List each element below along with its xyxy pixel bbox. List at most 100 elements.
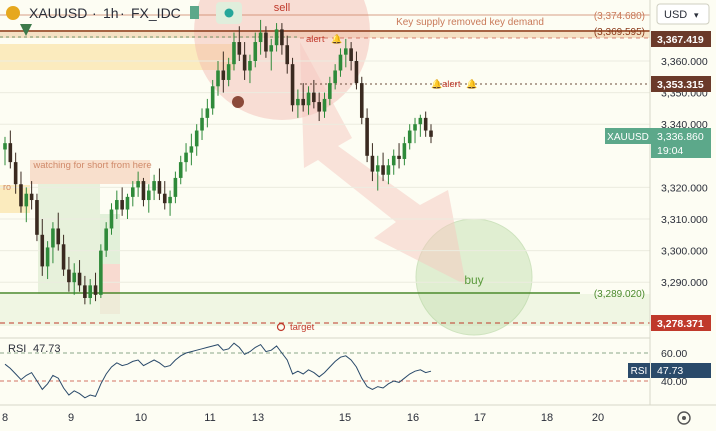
candle-body <box>333 70 337 84</box>
rsi-value: 47.73 <box>33 343 61 355</box>
candle-body <box>269 45 274 52</box>
time-tick-label: 10 <box>135 412 147 424</box>
candle-body <box>146 190 151 201</box>
alert-bell-icon-1: 🔔 <box>331 34 342 44</box>
sell-label: sell <box>274 2 291 14</box>
alert-label-2: alert <box>442 79 461 90</box>
rsi-tick-40: 40.00 <box>661 376 687 388</box>
symbol-header[interactable]: XAUUSD · 1h · FX_IDC <box>6 2 242 36</box>
alert-bell-icon-2: 🔔 <box>431 79 442 89</box>
candle-body <box>152 181 156 191</box>
candle-body <box>210 86 215 109</box>
target-icon <box>276 322 286 332</box>
rsi-panel: RSI 47.73 <box>0 337 650 399</box>
candle-body <box>349 48 353 61</box>
candle-body <box>40 234 45 267</box>
candle-body <box>375 165 380 172</box>
candle-body <box>205 108 210 118</box>
rsi-badge-value: 47.73 <box>657 365 683 377</box>
candle-body <box>274 29 279 46</box>
grid-layer <box>0 60 650 283</box>
candle-body <box>88 285 92 298</box>
candle-body <box>232 42 236 65</box>
candle-body <box>290 64 295 106</box>
candle-body <box>56 228 61 245</box>
time-tick-label: 17 <box>474 412 486 424</box>
price-badge <box>651 315 711 331</box>
symbol-name: XAUUSD <box>29 5 87 21</box>
candle-body <box>280 29 284 46</box>
alert-bell-icon-3: 🔔 <box>466 79 477 89</box>
long-zone-2 <box>100 214 120 264</box>
gear-icon <box>677 411 691 425</box>
candle-body <box>51 228 55 248</box>
time-tick-label: 15 <box>339 412 351 424</box>
currency-dropdown[interactable] <box>656 3 710 25</box>
supply-zone-top <box>0 30 650 38</box>
target-label: target <box>290 322 315 333</box>
candle-body <box>45 247 50 267</box>
candle-body <box>381 165 385 175</box>
candle-body <box>253 42 258 61</box>
exchange-label: FX_IDC <box>131 5 181 21</box>
price-axis[interactable]: USD ▾ <box>649 0 716 431</box>
candle-body <box>184 152 188 163</box>
candle-body <box>413 124 417 131</box>
candle-body <box>125 196 130 210</box>
time-axis[interactable]: 8 9 10 11 13 15 16 17 18 20 <box>0 404 716 424</box>
candle-body <box>194 130 199 147</box>
supply-zone-yellow <box>0 44 235 70</box>
candle-body <box>386 165 391 175</box>
candle-body <box>264 32 268 52</box>
live-dot-icon <box>224 8 234 18</box>
price-tick-label: 3,360.000 <box>661 56 708 68</box>
candle-body <box>131 187 135 197</box>
candle-body <box>221 70 226 80</box>
candle-body <box>162 193 167 204</box>
candle-body <box>3 143 7 150</box>
separator-2: · <box>120 5 125 21</box>
candles-layer <box>3 19 433 305</box>
flag-icon[interactable] <box>190 6 199 19</box>
candle-body <box>120 200 124 210</box>
candle-body <box>141 181 146 201</box>
time-tick-label: 9 <box>68 412 74 424</box>
candle-body <box>338 54 343 71</box>
candle-body <box>359 83 364 118</box>
candle-body <box>258 32 263 43</box>
candle-body <box>344 48 348 55</box>
time-tick-label: 11 <box>204 412 215 424</box>
rsi-line <box>4 342 432 399</box>
time-tick-label: 18 <box>541 412 553 424</box>
rsi-value-badge <box>651 363 711 378</box>
candle-body <box>312 92 316 103</box>
candle-body <box>115 200 119 210</box>
time-tick-label: 16 <box>407 412 419 424</box>
time-tick-label: 20 <box>592 412 604 424</box>
candle-body <box>322 98 327 112</box>
candle-body <box>407 130 412 144</box>
price-tick-label: 3,320.000 <box>661 182 708 194</box>
price-tick-label: 3,290.000 <box>661 277 708 289</box>
candle-body <box>248 61 252 71</box>
settings-button[interactable] <box>677 411 691 425</box>
bar-countdown: 19:04 <box>657 145 683 157</box>
candle-body <box>391 155 396 166</box>
candle-body <box>173 177 178 197</box>
candle-body <box>285 45 290 65</box>
supply-note: Key supply removed key demand <box>396 17 544 28</box>
candle-body <box>104 228 108 251</box>
candle-body <box>429 130 433 137</box>
candle-body <box>226 64 231 80</box>
gear-icon-center <box>682 416 686 420</box>
candle-body <box>296 98 300 106</box>
candle-body <box>242 54 247 71</box>
level-label-supply: (3,369.595) <box>594 27 645 38</box>
time-tick-label: 8 <box>2 412 8 424</box>
chevron-down-icon: ▾ <box>694 10 699 20</box>
candle-body <box>301 98 305 106</box>
event-marker[interactable] <box>232 96 244 108</box>
candle-body <box>72 272 77 283</box>
candle-body <box>306 92 311 106</box>
